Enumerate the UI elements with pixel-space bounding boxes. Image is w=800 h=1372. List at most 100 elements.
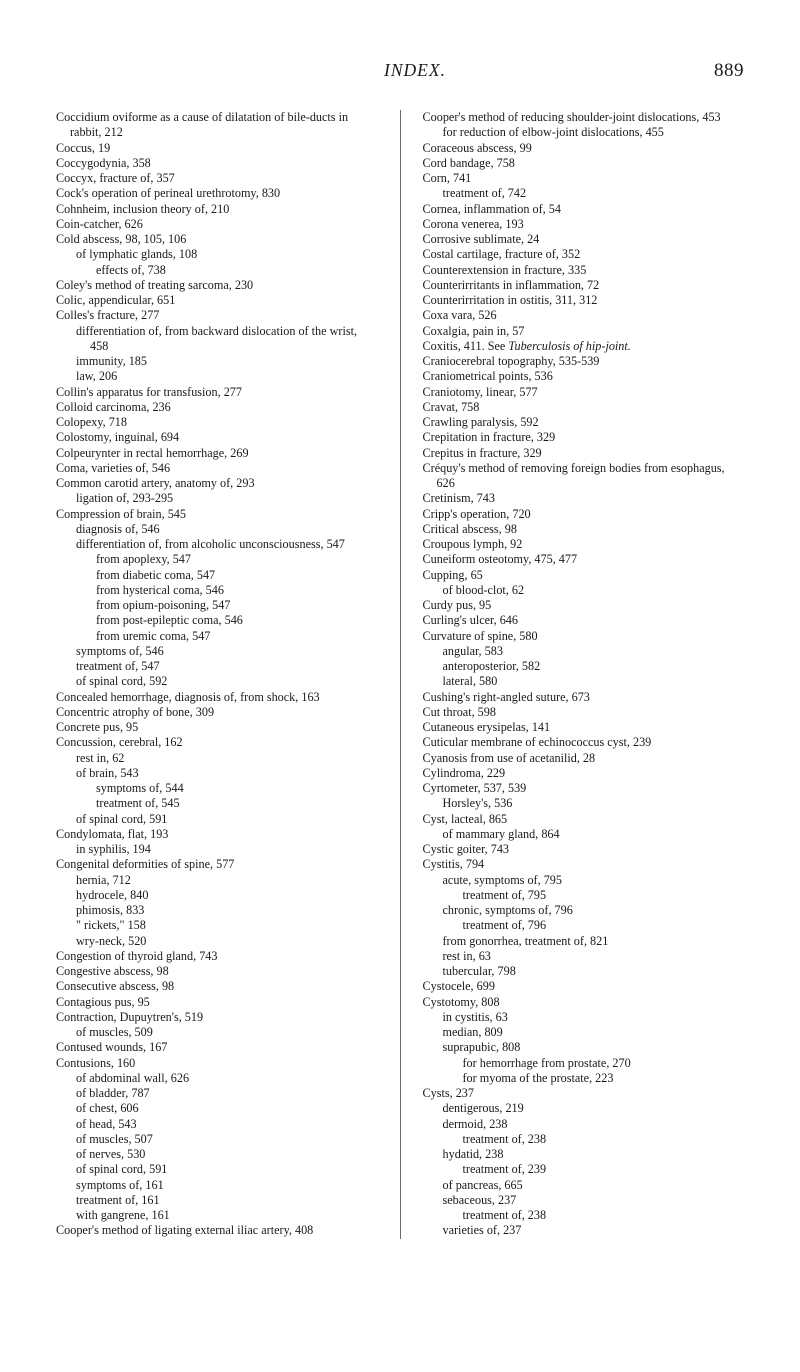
index-entry: Coley's method of treating sarcoma, 230 bbox=[70, 278, 378, 293]
index-entry: Curdy pus, 95 bbox=[437, 598, 745, 613]
index-entry: tubercular, 798 bbox=[457, 964, 745, 979]
index-entry: Coin-catcher, 626 bbox=[70, 217, 378, 232]
index-entry: Colic, appendicular, 651 bbox=[70, 293, 378, 308]
index-entry: Contraction, Dupuytren's, 519 bbox=[70, 1010, 378, 1025]
index-entry: Costal cartilage, fracture of, 352 bbox=[437, 247, 745, 262]
index-entry: dentigerous, 219 bbox=[457, 1101, 745, 1116]
index-entry: median, 809 bbox=[457, 1025, 745, 1040]
index-entry: Contusions, 160 bbox=[70, 1056, 378, 1071]
index-entry: treatment of, 161 bbox=[90, 1193, 378, 1208]
index-entry: of spinal cord, 591 bbox=[90, 1162, 378, 1177]
index-entry: Cupping, 65 bbox=[437, 568, 745, 583]
index-entry: in cystitis, 63 bbox=[457, 1010, 745, 1025]
index-entry: differentiation of, from backward disloc… bbox=[90, 324, 378, 355]
index-entry: Colloid carcinoma, 236 bbox=[70, 400, 378, 415]
index-entry: from uremic coma, 547 bbox=[110, 629, 378, 644]
index-entry: Cornea, inflammation of, 54 bbox=[437, 202, 745, 217]
index-entry: Consecutive abscess, 98 bbox=[70, 979, 378, 994]
index-entry: from apoplexy, 547 bbox=[110, 552, 378, 567]
index-entry: Cold abscess, 98, 105, 106 bbox=[70, 232, 378, 247]
index-entry: Colopexy, 718 bbox=[70, 415, 378, 430]
index-entry: phimosis, 833 bbox=[90, 903, 378, 918]
italic-ref: Tuberculosis of hip-joint. bbox=[508, 339, 630, 353]
index-entry: Curvature of spine, 580 bbox=[437, 629, 745, 644]
page-number: 889 bbox=[714, 60, 744, 82]
index-column-right: Cooper's method of reducing shoulder-joi… bbox=[423, 110, 745, 1239]
index-entry: Concrete pus, 95 bbox=[70, 720, 378, 735]
index-entry: hernia, 712 bbox=[90, 873, 378, 888]
index-entry: of mammary gland, 864 bbox=[457, 827, 745, 842]
index-entry: varieties of, 237 bbox=[457, 1223, 745, 1238]
index-entry: Congestion of thyroid gland, 743 bbox=[70, 949, 378, 964]
index-entry: Condylomata, flat, 193 bbox=[70, 827, 378, 842]
index-entry: Cyst, lacteal, 865 bbox=[437, 812, 745, 827]
index-entry: Cuneiform osteotomy, 475, 477 bbox=[437, 552, 745, 567]
index-entry: treatment of, 238 bbox=[477, 1132, 745, 1147]
index-entry: Counterirritants in inflammation, 72 bbox=[437, 278, 745, 293]
index-entry: Horsley's, 536 bbox=[457, 796, 745, 811]
index-entry: from gonorrhea, treatment of, 821 bbox=[457, 934, 745, 949]
index-entry: Contused wounds, 167 bbox=[70, 1040, 378, 1055]
column-rule bbox=[400, 110, 401, 1239]
page: INDEX. 889 Coccidium oviforme as a cause… bbox=[0, 0, 800, 1287]
index-entry: hydatid, 238 bbox=[457, 1147, 745, 1162]
index-entry: Concealed hemorrhage, diagnosis of, from… bbox=[70, 690, 378, 705]
index-entry: Concentric atrophy of bone, 309 bbox=[70, 705, 378, 720]
index-entry: Coccygodynia, 358 bbox=[70, 156, 378, 171]
index-entry: Critical abscess, 98 bbox=[437, 522, 745, 537]
index-entry: Compression of brain, 545 bbox=[70, 507, 378, 522]
index-entry: dermoid, 238 bbox=[457, 1117, 745, 1132]
index-entry: Coxitis, 411. See Tuberculosis of hip-jo… bbox=[437, 339, 745, 354]
index-entry: Crepitus in fracture, 329 bbox=[437, 446, 745, 461]
index-entry: law, 206 bbox=[90, 369, 378, 384]
running-head: INDEX. bbox=[116, 60, 714, 81]
index-entry: Contagious pus, 95 bbox=[70, 995, 378, 1010]
index-entry: of blood-clot, 62 bbox=[457, 583, 745, 598]
index-entry: of spinal cord, 591 bbox=[90, 812, 378, 827]
index-entry: Craniocerebral topography, 535-539 bbox=[437, 354, 745, 369]
index-entry: ligation of, 293-295 bbox=[90, 491, 378, 506]
index-entry: of lymphatic glands, 108 bbox=[90, 247, 378, 262]
index-entry: Common carotid artery, anatomy of, 293 bbox=[70, 476, 378, 491]
index-entry: diagnosis of, 546 bbox=[90, 522, 378, 537]
index-entry: Coraceous abscess, 99 bbox=[437, 141, 745, 156]
index-entry: Congenital deformities of spine, 577 bbox=[70, 857, 378, 872]
index-entry: symptoms of, 546 bbox=[90, 644, 378, 659]
index-entry: for reduction of elbow-joint dislocation… bbox=[457, 125, 745, 140]
index-entry: treatment of, 742 bbox=[457, 186, 745, 201]
index-entry: of pancreas, 665 bbox=[457, 1178, 745, 1193]
index-entry: Croupous lymph, 92 bbox=[437, 537, 745, 552]
index-entry: differentiation of, from alcoholic uncon… bbox=[90, 537, 378, 552]
index-entry: Cuticular membrane of echinococcus cyst,… bbox=[437, 735, 745, 750]
index-entry: treatment of, 547 bbox=[90, 659, 378, 674]
index-entry: of head, 543 bbox=[90, 1117, 378, 1132]
index-entry: Cravat, 758 bbox=[437, 400, 745, 415]
index-entry: treatment of, 545 bbox=[110, 796, 378, 811]
index-entry: Cyanosis from use of acetanilid, 28 bbox=[437, 751, 745, 766]
index-entry: Crepitation in fracture, 329 bbox=[437, 430, 745, 445]
index-entry: Coxa vara, 526 bbox=[437, 308, 745, 323]
index-entry: of muscles, 509 bbox=[90, 1025, 378, 1040]
index-entry: Cock's operation of perineal urethrotomy… bbox=[70, 186, 378, 201]
index-entry: Cutaneous erysipelas, 141 bbox=[437, 720, 745, 735]
index-entry: angular, 583 bbox=[457, 644, 745, 659]
index-entry: anteroposterior, 582 bbox=[457, 659, 745, 674]
index-entry: Créquy's method of removing foreign bodi… bbox=[437, 461, 745, 492]
index-entry: Colles's fracture, 277 bbox=[70, 308, 378, 323]
index-entry: symptoms of, 161 bbox=[90, 1178, 378, 1193]
index-entry: Coccyx, fracture of, 357 bbox=[70, 171, 378, 186]
index-entry: Corrosive sublimate, 24 bbox=[437, 232, 745, 247]
index-entry: of spinal cord, 592 bbox=[90, 674, 378, 689]
index-entry: Craniometrical points, 536 bbox=[437, 369, 745, 384]
index-entry: Cretinism, 743 bbox=[437, 491, 745, 506]
index-entry: Cysts, 237 bbox=[437, 1086, 745, 1101]
index-entry: Cystocele, 699 bbox=[437, 979, 745, 994]
index-entry: treatment of, 795 bbox=[477, 888, 745, 903]
index-entry: Coxalgia, pain in, 57 bbox=[437, 324, 745, 339]
index-entry: Coma, varieties of, 546 bbox=[70, 461, 378, 476]
index-entry: treatment of, 796 bbox=[477, 918, 745, 933]
index-entry: Cooper's method of ligating external ili… bbox=[70, 1223, 378, 1238]
index-entry: rest in, 63 bbox=[457, 949, 745, 964]
index-entry: effects of, 738 bbox=[110, 263, 378, 278]
index-entry: from post-epileptic coma, 546 bbox=[110, 613, 378, 628]
